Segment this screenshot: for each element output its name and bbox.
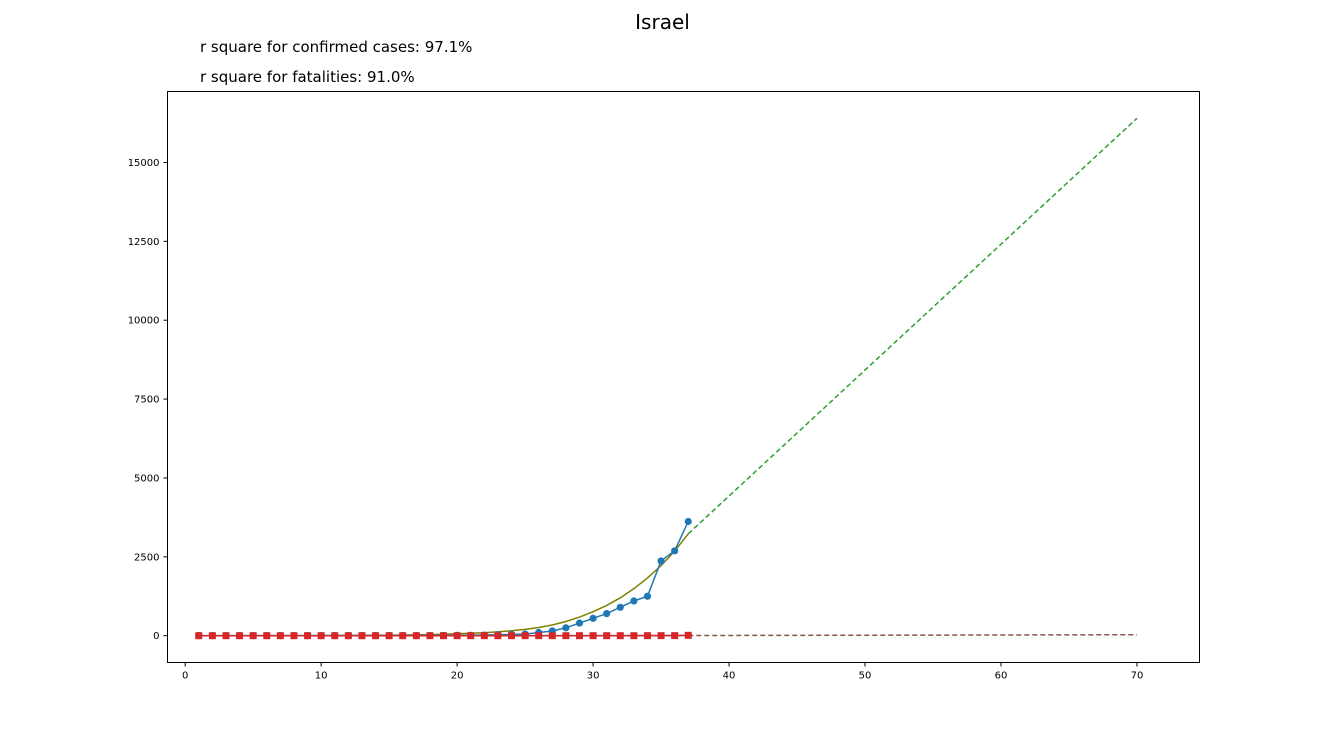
r-square-confirmed-annotation: r square for confirmed cases: 97.1% xyxy=(200,38,473,56)
x-tick-label: 50 xyxy=(859,671,872,682)
series-layer xyxy=(195,117,1138,640)
y-tick-label: 7500 xyxy=(134,395,159,406)
series-1-point xyxy=(344,632,352,640)
series-0-point xyxy=(575,619,584,627)
series-1-point xyxy=(331,632,339,640)
series-1-point xyxy=(304,632,312,640)
y-tick-label: 12500 xyxy=(128,237,160,248)
series-3-line xyxy=(687,117,1138,535)
chart-title: Israel xyxy=(635,10,690,34)
series-1-point xyxy=(399,632,407,640)
series-0-line xyxy=(198,521,689,637)
series-1-point xyxy=(616,632,624,640)
x-tick-label: 10 xyxy=(315,671,328,682)
x-tick-label: 0 xyxy=(182,671,188,682)
series-1-point xyxy=(575,632,583,640)
series-1-point xyxy=(249,632,257,640)
series-1-point xyxy=(195,632,203,640)
series-1-point xyxy=(453,632,461,640)
x-tick-label: 20 xyxy=(451,671,464,682)
series-1-point xyxy=(562,632,570,640)
series-1-point xyxy=(385,632,393,640)
series-0-point xyxy=(643,592,652,600)
series-1-point xyxy=(643,632,651,640)
x-axis: 0 10 20 30 40 50 60 70 xyxy=(182,662,1144,682)
y-tick-label: 5000 xyxy=(134,473,159,484)
series-5-line xyxy=(688,633,1137,637)
y-tick-label: 0 xyxy=(153,631,159,642)
series-1-point xyxy=(467,632,475,640)
series-1-point xyxy=(358,632,366,640)
series-0-point xyxy=(562,624,570,632)
series-1-point xyxy=(208,632,216,640)
series-1-point xyxy=(412,632,420,640)
series-2-line xyxy=(198,533,689,637)
x-tick-label: 30 xyxy=(587,671,600,682)
r-square-fatalities-annotation: r square for fatalities: 91.0% xyxy=(200,68,415,86)
series-1-point xyxy=(671,632,679,640)
series-1-point xyxy=(603,632,611,640)
series-0-point xyxy=(657,557,665,565)
y-axis: 0 2500 5000 7500 10000 12500 15000 xyxy=(128,158,168,642)
series-1-point xyxy=(630,632,638,640)
series-1-point xyxy=(263,632,271,640)
series-0-point xyxy=(616,603,624,611)
series-1-point xyxy=(548,632,556,640)
series-1-point xyxy=(508,632,515,640)
series-1-point xyxy=(480,632,488,640)
series-0-point xyxy=(589,614,597,622)
series-1-point xyxy=(521,632,529,640)
series-0-point xyxy=(603,610,611,618)
series-0-point xyxy=(630,597,638,605)
series-0-point xyxy=(684,517,692,526)
x-tick-label: 70 xyxy=(1131,671,1144,682)
series-0-point xyxy=(671,547,679,555)
y-tick-label: 10000 xyxy=(128,316,160,327)
series-1-point xyxy=(684,631,692,639)
y-tick-label: 15000 xyxy=(128,158,160,169)
series-1-point xyxy=(440,632,448,640)
series-1-point xyxy=(290,632,298,640)
series-1-point xyxy=(236,632,244,640)
y-tick-label: 2500 xyxy=(134,552,159,563)
series-1-point xyxy=(372,632,380,640)
series-1-point xyxy=(535,632,543,640)
series-1-point xyxy=(276,632,284,640)
x-tick-label: 40 xyxy=(723,671,736,682)
series-1-point xyxy=(317,632,325,640)
axes-frame xyxy=(167,91,1200,663)
series-1-point xyxy=(589,632,597,640)
x-tick-label: 60 xyxy=(995,671,1008,682)
series-1-point xyxy=(494,632,502,640)
series-1-point xyxy=(426,632,434,640)
series-1-point xyxy=(657,632,665,640)
series-1-point xyxy=(222,632,230,640)
